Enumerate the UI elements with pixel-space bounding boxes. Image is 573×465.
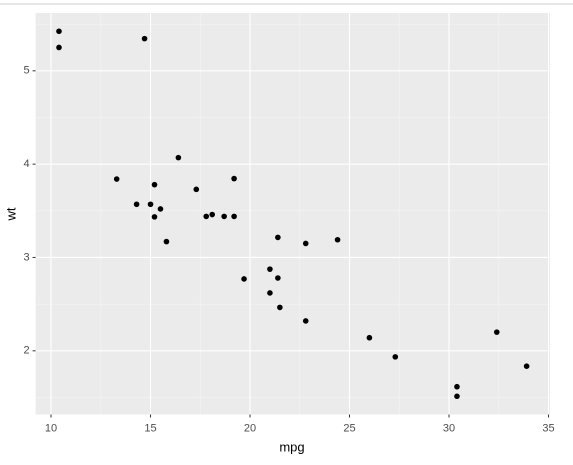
point xyxy=(366,334,373,341)
y-tick-label: 4 xyxy=(23,158,29,170)
x-axis-title: mpg xyxy=(279,439,304,454)
point xyxy=(163,238,170,245)
point xyxy=(151,214,158,220)
point xyxy=(151,181,158,188)
point xyxy=(523,363,530,370)
point xyxy=(193,186,200,193)
point xyxy=(56,44,62,51)
point xyxy=(275,275,281,281)
point xyxy=(231,213,237,220)
point xyxy=(56,28,62,35)
point xyxy=(493,329,500,335)
point xyxy=(241,276,247,282)
point xyxy=(454,383,460,390)
point xyxy=(157,206,164,212)
point xyxy=(392,354,399,360)
x-tick-label: 35 xyxy=(542,422,554,434)
point xyxy=(175,154,182,161)
point xyxy=(221,213,227,220)
point xyxy=(209,211,216,218)
point xyxy=(147,201,154,208)
x-tick-label: 10 xyxy=(45,422,57,434)
x-tick-label: 20 xyxy=(244,422,256,434)
point xyxy=(334,236,341,243)
y-tick-label: 5 xyxy=(23,65,29,77)
x-tick-label: 15 xyxy=(144,422,156,434)
point xyxy=(203,213,210,220)
x-tick-label: 25 xyxy=(343,422,355,434)
y-tick-label: 3 xyxy=(23,251,29,263)
panel xyxy=(35,13,551,415)
y-axis-title: wt xyxy=(3,207,18,221)
point xyxy=(454,393,460,400)
point xyxy=(141,35,148,42)
point xyxy=(302,318,309,324)
point xyxy=(275,234,281,241)
point xyxy=(267,290,273,296)
y-tick-label: 2 xyxy=(23,345,29,357)
point xyxy=(231,175,237,182)
x-tick-label: 30 xyxy=(443,422,455,434)
point xyxy=(277,304,283,311)
point xyxy=(302,240,309,247)
point xyxy=(113,176,120,182)
point xyxy=(133,201,140,208)
point xyxy=(267,266,273,272)
